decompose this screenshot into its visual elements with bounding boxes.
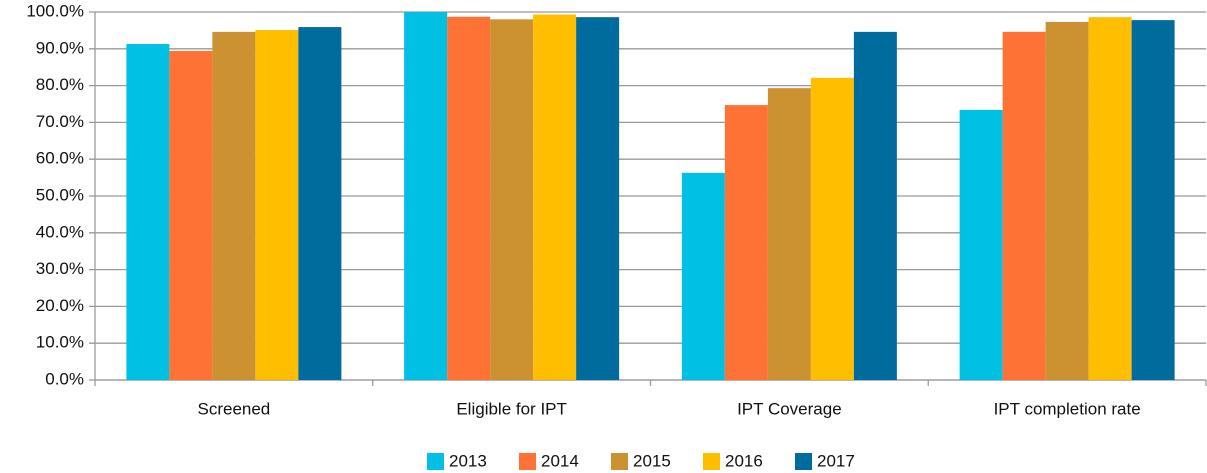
y-tick-label: 80.0% — [36, 75, 84, 94]
legend-swatch — [795, 453, 812, 470]
bar — [681, 172, 725, 380]
legend-label: 2014 — [541, 451, 579, 470]
y-tick-label: 70.0% — [36, 112, 84, 131]
bar — [853, 31, 897, 380]
legend-swatch — [611, 453, 628, 470]
x-tick-label: IPT completion rate — [994, 399, 1141, 418]
bar — [767, 88, 811, 381]
y-tick-label: 90.0% — [36, 38, 84, 57]
bar — [126, 44, 170, 381]
legend-label: 2017 — [817, 451, 855, 470]
legend-label: 2013 — [449, 451, 487, 470]
bar — [447, 16, 491, 381]
y-tick-label: 30.0% — [36, 259, 84, 278]
bar — [404, 12, 448, 380]
legend-label: 2015 — [633, 451, 671, 470]
y-tick-label: 10.0% — [36, 333, 84, 352]
y-tick-label: 50.0% — [36, 185, 84, 204]
y-tick-label: 100.0% — [26, 1, 84, 20]
bar — [255, 30, 299, 380]
bar — [1002, 31, 1046, 380]
bar — [298, 27, 342, 380]
bar — [490, 19, 534, 381]
x-tick-label: IPT Coverage — [737, 399, 842, 418]
bar — [1045, 21, 1089, 380]
bar — [810, 77, 854, 380]
bar — [1088, 17, 1132, 380]
y-tick-label: 0.0% — [45, 369, 84, 388]
bar — [533, 14, 577, 381]
x-tick-label: Screened — [197, 399, 270, 418]
legend-swatch — [427, 453, 444, 470]
bar — [212, 31, 256, 380]
x-tick-label: Eligible for IPT — [456, 399, 567, 418]
bar — [1131, 20, 1175, 380]
bar — [959, 109, 1003, 380]
bar — [724, 105, 768, 380]
bar — [169, 51, 213, 381]
legend-swatch — [703, 453, 720, 470]
y-tick-label: 40.0% — [36, 222, 84, 241]
legend-swatch — [519, 453, 536, 470]
legend-label: 2016 — [725, 451, 763, 470]
bar — [576, 17, 620, 380]
y-tick-label: 20.0% — [36, 296, 84, 315]
y-tick-label: 60.0% — [36, 149, 84, 168]
